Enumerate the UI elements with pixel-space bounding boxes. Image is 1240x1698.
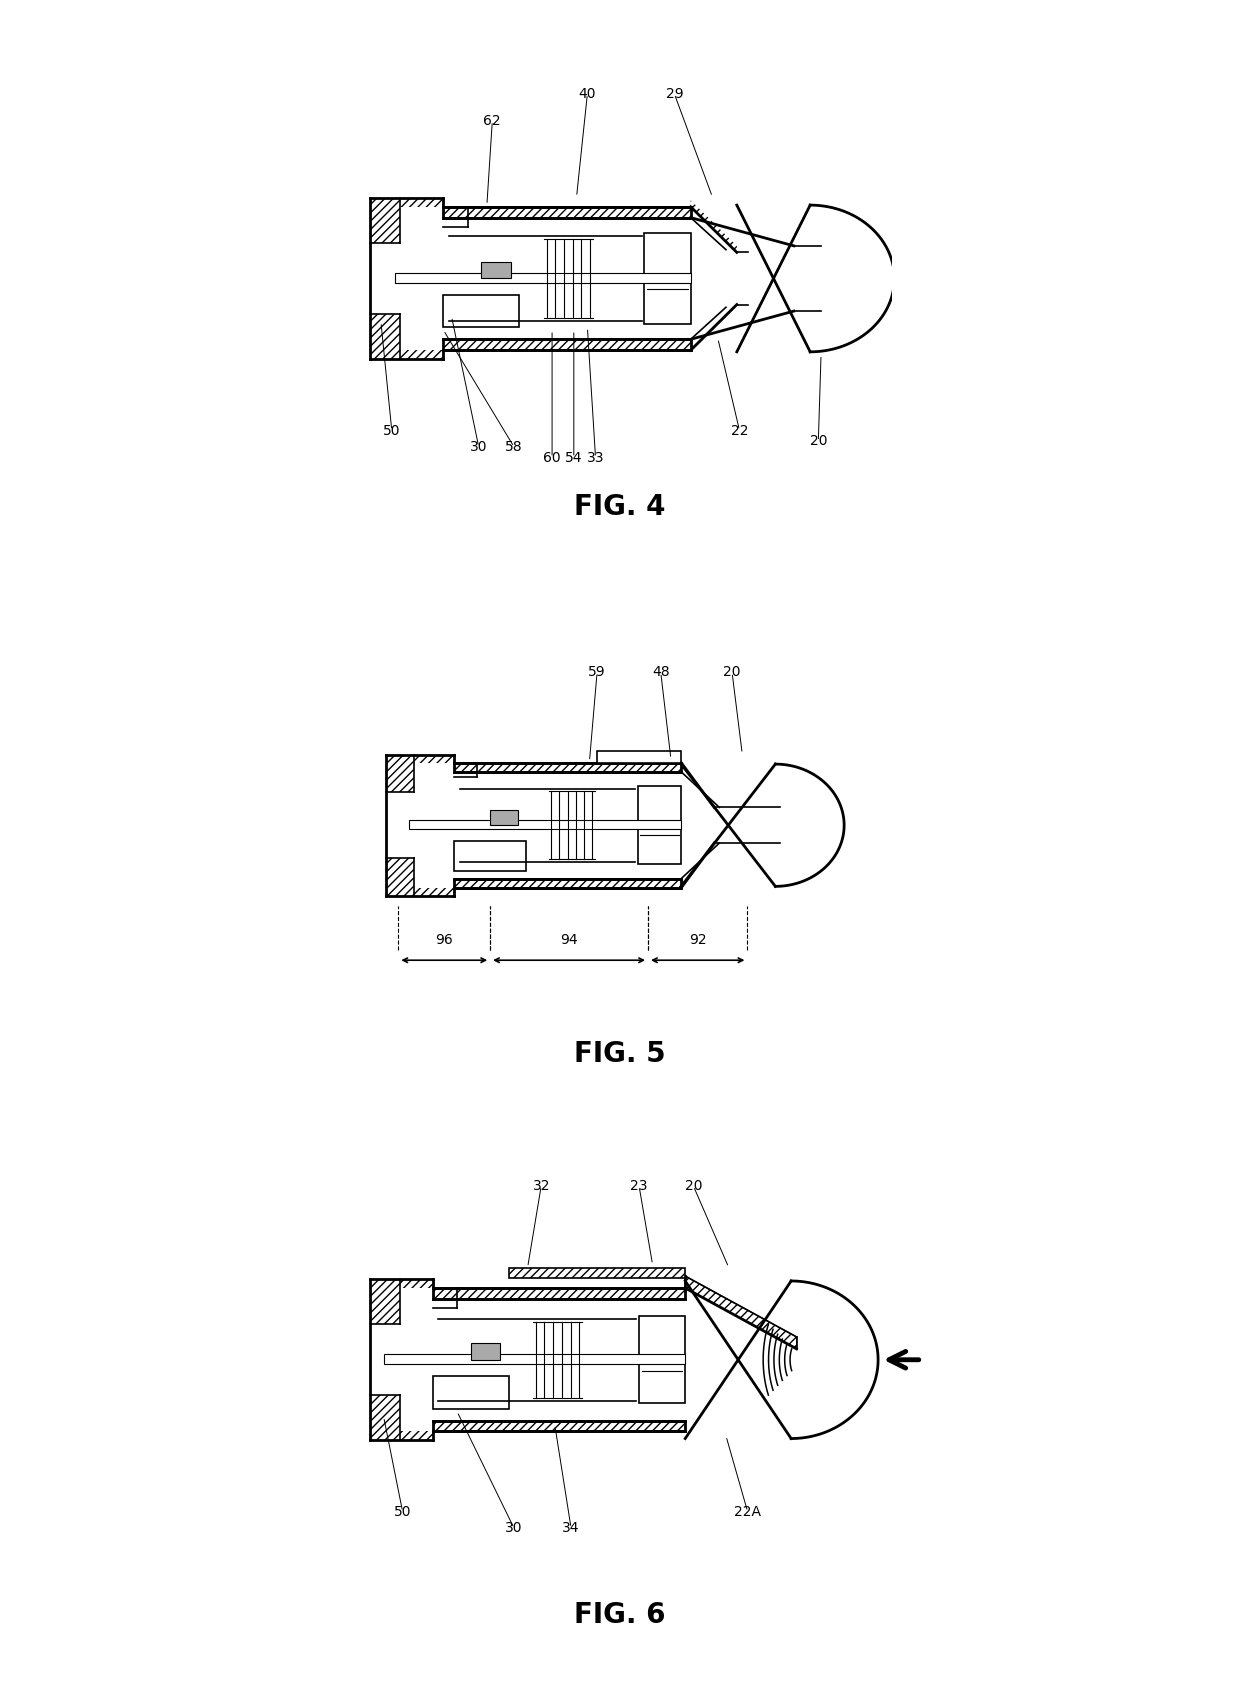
Bar (409, 820, 681, 829)
Bar (508, 1268, 686, 1277)
Text: 20: 20 (723, 666, 740, 679)
Text: 94: 94 (560, 932, 578, 947)
Text: 48: 48 (652, 666, 670, 679)
Bar (444, 295, 520, 328)
Text: 58: 58 (505, 440, 523, 453)
Bar (370, 1279, 401, 1324)
Bar (401, 199, 444, 207)
Text: 59: 59 (588, 666, 606, 679)
Text: 22A: 22A (734, 1504, 761, 1520)
Text: 40: 40 (579, 87, 596, 100)
Text: FIG. 4: FIG. 4 (574, 492, 666, 521)
Text: 20: 20 (810, 435, 827, 448)
Bar (470, 1343, 501, 1360)
Bar (444, 207, 691, 217)
Text: 50: 50 (394, 1504, 412, 1520)
Bar (444, 340, 691, 350)
Text: 20: 20 (684, 1178, 702, 1194)
Text: 50: 50 (383, 423, 401, 438)
Text: 22: 22 (730, 423, 748, 438)
Bar (414, 888, 454, 895)
Bar (370, 314, 401, 358)
Bar (454, 880, 681, 888)
Bar (481, 261, 511, 278)
Text: 23: 23 (630, 1178, 647, 1194)
Bar (645, 233, 691, 324)
Bar (394, 273, 691, 284)
Text: 62: 62 (484, 114, 501, 127)
Text: FIG. 5: FIG. 5 (574, 1041, 666, 1068)
Bar (433, 1375, 508, 1409)
Bar (401, 1279, 433, 1289)
Text: 32: 32 (532, 1178, 551, 1194)
Text: 54: 54 (565, 450, 583, 465)
Bar (414, 756, 454, 762)
Bar (454, 841, 526, 871)
Bar (370, 1396, 401, 1440)
Text: FIG. 6: FIG. 6 (574, 1601, 666, 1628)
Bar (490, 810, 518, 825)
Text: 60: 60 (543, 450, 560, 465)
Bar (370, 199, 401, 243)
Bar (508, 1268, 686, 1277)
Bar (386, 859, 414, 895)
Bar (637, 786, 681, 864)
Bar (433, 1421, 686, 1431)
Text: 34: 34 (563, 1521, 580, 1535)
Bar (401, 350, 444, 358)
Bar (386, 756, 414, 791)
Text: 92: 92 (689, 932, 707, 947)
Bar (401, 1431, 433, 1440)
Text: 30: 30 (470, 440, 487, 453)
Text: 33: 33 (587, 450, 604, 465)
Bar (598, 751, 681, 762)
Text: 96: 96 (435, 932, 453, 947)
Text: 29: 29 (666, 87, 683, 100)
Text: 30: 30 (505, 1521, 523, 1535)
Bar (433, 1289, 686, 1299)
Bar (383, 1355, 686, 1363)
Bar (454, 762, 681, 771)
Bar (639, 1316, 686, 1403)
